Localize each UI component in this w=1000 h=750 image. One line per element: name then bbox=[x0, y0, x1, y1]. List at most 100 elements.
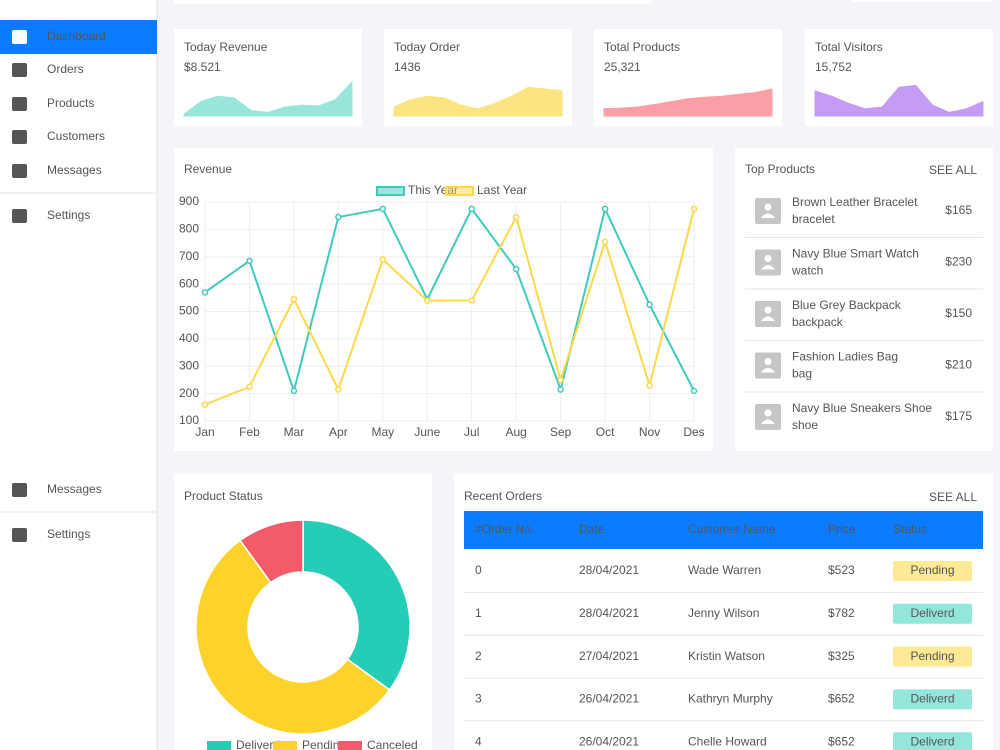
data-point bbox=[512, 265, 520, 273]
data-point bbox=[468, 205, 475, 213]
product-thumb-icon bbox=[761, 316, 775, 321]
legend-label: Last Year bbox=[477, 183, 527, 197]
product-name: Blue Grey Backpack bbox=[792, 298, 902, 312]
donut-segment bbox=[302, 519, 411, 691]
legend-swatch bbox=[273, 741, 297, 750]
menu-icon bbox=[12, 164, 27, 178]
sparkline-area bbox=[393, 86, 563, 117]
table-cell: 1 bbox=[475, 606, 482, 620]
product-thumb-icon bbox=[764, 409, 772, 417]
data-point bbox=[601, 238, 609, 245]
menu-icon bbox=[12, 130, 27, 144]
search-bar[interactable] bbox=[174, 0, 652, 4]
see-all-link[interactable]: SEE ALL bbox=[929, 163, 977, 177]
table-header: Date bbox=[579, 522, 605, 536]
menu-icon bbox=[12, 63, 27, 77]
y-tick-label: 900 bbox=[179, 194, 199, 208]
data-point bbox=[646, 382, 653, 389]
product-thumb-icon bbox=[761, 368, 775, 373]
stat-value: 25,321 bbox=[604, 60, 641, 74]
product-name: Navy Blue Sneakers Shoe bbox=[792, 401, 932, 415]
product-thumb bbox=[755, 301, 781, 327]
data-point bbox=[335, 386, 342, 393]
menu-item[interactable]: Dashboard bbox=[47, 29, 106, 43]
y-tick-label: 200 bbox=[179, 386, 199, 400]
table-cell: Kristin Watson bbox=[688, 649, 765, 663]
card-title: Product Status bbox=[184, 489, 263, 503]
table-cell: $325 bbox=[828, 649, 855, 663]
product-thumb bbox=[755, 198, 781, 224]
status-badge bbox=[893, 689, 972, 710]
stat-title: Total Products bbox=[604, 40, 680, 54]
legend-label: Pending bbox=[302, 738, 346, 750]
x-tick-label: Jul bbox=[464, 425, 479, 439]
menu-item[interactable]: Settings bbox=[47, 527, 90, 541]
table-cell: $523 bbox=[828, 563, 855, 577]
y-tick-label: 800 bbox=[179, 222, 199, 236]
stat-value: 15,752 bbox=[815, 60, 852, 74]
y-tick-label: 700 bbox=[179, 249, 199, 263]
product-category: shoe bbox=[792, 418, 818, 432]
product-category: bracelet bbox=[792, 212, 835, 226]
table-cell: 28/04/2021 bbox=[579, 606, 639, 620]
product-name: Fashion Ladies Bag bbox=[792, 350, 898, 364]
product-price: $150 bbox=[945, 306, 972, 320]
sparkline-area bbox=[814, 84, 984, 117]
menu-icon bbox=[12, 483, 27, 497]
status-label: Deliverd bbox=[910, 692, 954, 706]
menu-item[interactable]: Settings bbox=[47, 208, 90, 222]
menu-item[interactable]: Messages bbox=[47, 163, 102, 177]
table-cell: Chelle Howard bbox=[688, 734, 767, 748]
y-tick-label: 300 bbox=[179, 358, 199, 372]
data-point bbox=[601, 205, 609, 213]
data-point bbox=[335, 213, 342, 221]
donut-segment bbox=[195, 539, 391, 735]
donut-segment bbox=[239, 519, 304, 584]
table-cell: $652 bbox=[828, 734, 855, 748]
table-header: Status bbox=[893, 522, 927, 536]
legend-swatch bbox=[207, 741, 231, 750]
see-all-link[interactable]: SEE ALL bbox=[929, 490, 977, 504]
x-tick-label: Mar bbox=[284, 425, 305, 439]
menu-icon bbox=[12, 30, 27, 44]
card-title: Recent Orders bbox=[464, 489, 542, 503]
x-tick-label: Sep bbox=[550, 425, 572, 439]
card-title: Revenue bbox=[184, 162, 232, 176]
product-category: watch bbox=[791, 264, 823, 278]
product-thumb-icon bbox=[761, 419, 775, 424]
product-category: bag bbox=[792, 367, 812, 381]
menu-icon bbox=[12, 209, 27, 223]
x-tick-label: June bbox=[414, 425, 440, 439]
legend-swatch bbox=[338, 741, 362, 750]
data-point bbox=[557, 386, 564, 393]
menu-item[interactable]: Orders bbox=[47, 62, 84, 76]
line-series bbox=[204, 205, 695, 395]
status-label: Deliverd bbox=[910, 606, 954, 620]
menu-item[interactable]: Messages bbox=[47, 482, 102, 496]
table-header-bg bbox=[464, 511, 983, 549]
sparkline-area bbox=[183, 81, 353, 117]
line-series bbox=[204, 208, 695, 406]
stat-value: 1436 bbox=[394, 60, 421, 74]
x-tick-label: Des bbox=[683, 425, 704, 439]
status-label: Deliverd bbox=[910, 734, 954, 748]
top-bar bbox=[852, 0, 993, 2]
table-cell: 0 bbox=[475, 563, 482, 577]
legend-label: Canceled bbox=[367, 738, 418, 750]
table-cell: 3 bbox=[475, 692, 482, 706]
data-point bbox=[201, 401, 209, 408]
table-cell: 26/04/2021 bbox=[579, 734, 639, 748]
x-tick-label: Aug bbox=[506, 425, 527, 439]
menu-icon bbox=[12, 528, 27, 542]
y-tick-label: 100 bbox=[179, 413, 199, 427]
table-cell: 28/04/2021 bbox=[579, 563, 639, 577]
data-point bbox=[246, 383, 253, 391]
table-cell: $652 bbox=[828, 692, 855, 706]
x-tick-label: Oct bbox=[596, 425, 615, 439]
menu-item[interactable]: Customers bbox=[47, 129, 105, 143]
menu-item[interactable]: Products bbox=[47, 96, 94, 110]
table-cell: $782 bbox=[828, 606, 855, 620]
stat-title: Total Visitors bbox=[815, 40, 883, 54]
